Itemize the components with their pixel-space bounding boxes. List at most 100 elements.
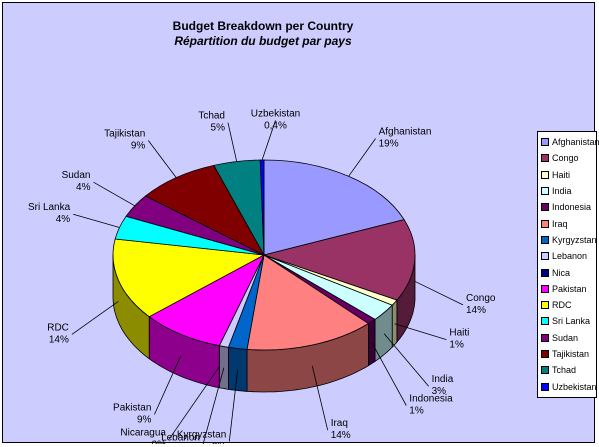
pie-side-lebanon xyxy=(218,345,229,390)
data-label-congo: Congo 14% xyxy=(466,293,496,316)
data-label-name: Indonesia xyxy=(409,394,453,405)
data-label-name: India xyxy=(432,374,454,385)
legend-swatch xyxy=(541,154,549,163)
data-label-iraq: Iraq 14% xyxy=(331,418,351,441)
legend-item-pakistan: Pakistan xyxy=(541,281,596,297)
legend-label: Uzbekistan xyxy=(552,381,597,392)
legend-label: Haiti xyxy=(552,169,571,180)
legend-label: Sri Lanka xyxy=(552,316,591,327)
data-label-rdc: RDC 14% xyxy=(47,322,69,345)
legend-item-nica: Nica xyxy=(541,264,596,280)
legend-label: Afghanistan xyxy=(552,137,599,148)
data-label-name: Uzbekistan xyxy=(251,108,300,119)
data-label-value: 4% xyxy=(76,182,91,193)
data-label-name: RDC xyxy=(47,322,69,333)
data-label-haiti: Haiti 1% xyxy=(449,328,469,351)
data-label-name: Sri Lanka xyxy=(28,202,71,213)
leader-line-tchad xyxy=(227,122,238,162)
title-block: Budget Breakdown per Country Répartition… xyxy=(3,19,523,48)
data-label-name: Haiti xyxy=(449,328,469,339)
legend-item-haiti: Haiti xyxy=(541,167,596,183)
data-label-name: Sudan xyxy=(62,170,91,181)
leader-line-haiti xyxy=(394,323,447,340)
legend-swatch xyxy=(541,333,549,342)
legend-label: Lebanon xyxy=(552,251,588,262)
legend-item-india: India xyxy=(541,183,596,199)
data-label-lebanon: Lebanon1% xyxy=(161,433,200,445)
pie-side-indonesia xyxy=(367,318,376,367)
leader-line-nicaragua xyxy=(168,366,220,440)
legend-label: Sudan xyxy=(552,332,579,343)
leader-line-afghanistan xyxy=(348,138,376,177)
legend-swatch xyxy=(541,382,549,391)
legend-swatch xyxy=(541,219,549,228)
legend: Afghanistan Congo Haiti India Indonesia Iraq K… xyxy=(537,131,599,398)
legend-item-kyrgyzstan: Kyrgyzstan xyxy=(541,232,597,248)
data-label-tajikistan: Tajikistan 9% xyxy=(104,129,145,152)
slice-iraq xyxy=(246,254,370,351)
legend-item-sri-lanka: Sri Lanka xyxy=(541,313,596,329)
legend-swatch xyxy=(541,252,549,261)
data-label-tchad: Tchad 5% xyxy=(198,111,225,134)
legend-label: RDC xyxy=(552,300,572,311)
legend-item-tchad: Tchad xyxy=(541,362,596,378)
data-label-name: Congo xyxy=(466,293,496,304)
data-label-india: India 3% xyxy=(432,374,454,397)
data-label-pakistan: Pakistan 9% xyxy=(113,403,151,426)
data-label-name: Kyrgyzstan xyxy=(177,429,226,440)
legend-swatch xyxy=(541,317,549,326)
data-label-name: Iraq xyxy=(331,418,348,429)
legend-swatch xyxy=(541,301,549,310)
data-label-value: 19% xyxy=(379,139,399,150)
data-label-value: 2% xyxy=(212,441,227,444)
leader-line-tajikistan xyxy=(147,140,177,178)
data-label-value: 1% xyxy=(409,406,424,417)
legend-swatch xyxy=(541,203,549,212)
data-label-value: 9% xyxy=(137,415,152,426)
pie-side-haiti xyxy=(391,299,398,349)
slice-afghanistan xyxy=(263,159,405,256)
slice-rdc xyxy=(112,238,266,318)
leader-line-pakistan xyxy=(154,355,182,415)
legend-swatch xyxy=(541,235,549,244)
data-label-value: 1% xyxy=(449,340,464,351)
data-label-name: Lebanon xyxy=(161,433,200,444)
data-label-value: 0% xyxy=(152,439,167,444)
leader-line-iraq xyxy=(311,365,329,431)
leader-line-congo xyxy=(414,280,464,306)
legend-label: India xyxy=(552,186,572,197)
leader-line-lebanon xyxy=(202,367,225,444)
legend-label: Pakistan xyxy=(552,283,587,294)
slice-congo xyxy=(262,219,416,301)
leader-line-india xyxy=(383,333,429,387)
data-label-afghanistan: Afghanistan 19% xyxy=(379,127,432,150)
legend-item-afghanistan: Afghanistan xyxy=(541,134,599,150)
legend-label: Iraq xyxy=(552,218,568,229)
legend-swatch xyxy=(541,350,549,358)
data-label-indonesia: Indonesia 1% xyxy=(409,394,453,417)
legend-item-lebanon: Lebanon xyxy=(541,248,596,264)
legend-label: Congo xyxy=(552,153,579,164)
legend-item-indonesia: Indonesia xyxy=(541,199,596,215)
chart-subtitle: Répartition du budget par pays xyxy=(174,34,352,48)
legend-item-rdc: RDC xyxy=(541,297,596,313)
data-label-value: 14% xyxy=(331,430,351,441)
pie-side-walls xyxy=(112,254,416,393)
legend-swatch xyxy=(541,170,549,179)
legend-swatch xyxy=(541,138,549,147)
data-label-nicaragua: Nicaragua0% xyxy=(120,427,166,444)
legend-item-congo: Congo xyxy=(541,150,596,166)
leader-line-sudan xyxy=(93,181,135,207)
leader-line-rdc xyxy=(71,300,119,335)
data-label-value: 14% xyxy=(49,334,69,345)
pie-top xyxy=(112,159,416,351)
pie-chart: Afghanistan 19%Congo 14%Haiti 1%India 3%Indo… xyxy=(28,108,496,445)
data-label-name: Tajikistan xyxy=(104,129,145,140)
legend-swatch xyxy=(541,284,549,293)
leader-line-kyrgyzstan xyxy=(228,369,239,442)
slice-pakistan xyxy=(148,254,265,347)
data-label-name: Tchad xyxy=(198,111,225,122)
legend-label: Tajikistan xyxy=(552,349,590,359)
legend-swatch xyxy=(541,366,549,375)
